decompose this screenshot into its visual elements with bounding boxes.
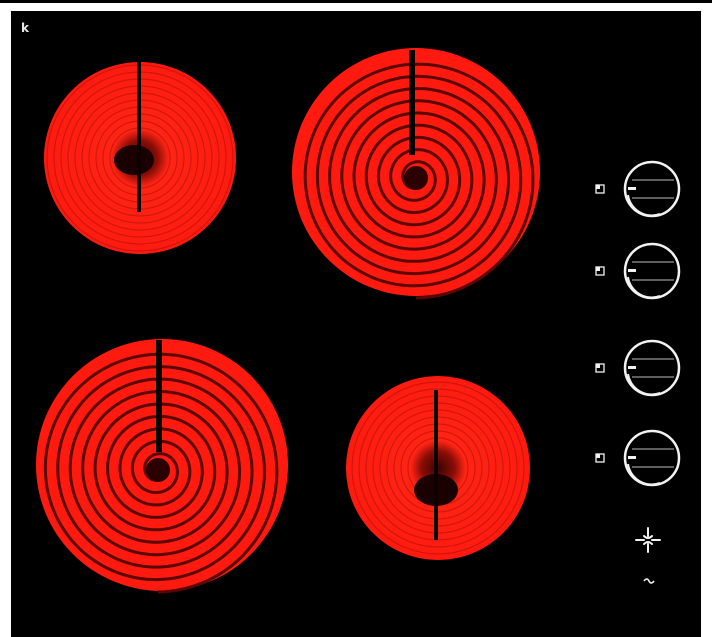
cooking-zone-front-right: [292, 48, 540, 300]
zone-indicator-icon: [595, 363, 605, 373]
brand-logo: k: [21, 21, 29, 35]
knob-position-marker: [628, 456, 636, 459]
control-knob-4[interactable]: [623, 429, 681, 487]
cooking-zone-rear-left: [36, 339, 288, 594]
zone-indicator-icon: [595, 453, 605, 463]
power-indicator-icon: [643, 578, 655, 584]
top-frame-edge: [0, 0, 712, 3]
control-knob-1[interactable]: [623, 160, 681, 218]
cooking-zone-front-left: [44, 62, 236, 254]
residual-heat-icon: [635, 527, 661, 553]
knob-position-marker: [628, 366, 636, 369]
control-knob-2[interactable]: [623, 242, 681, 300]
knob-position-marker: [628, 269, 636, 272]
zone-indicator-icon: [595, 266, 605, 276]
knob-position-marker: [628, 187, 636, 190]
zone-indicator-icon: [595, 184, 605, 194]
control-knob-3[interactable]: [623, 339, 681, 397]
cooking-zone-rear-right: [346, 376, 530, 560]
